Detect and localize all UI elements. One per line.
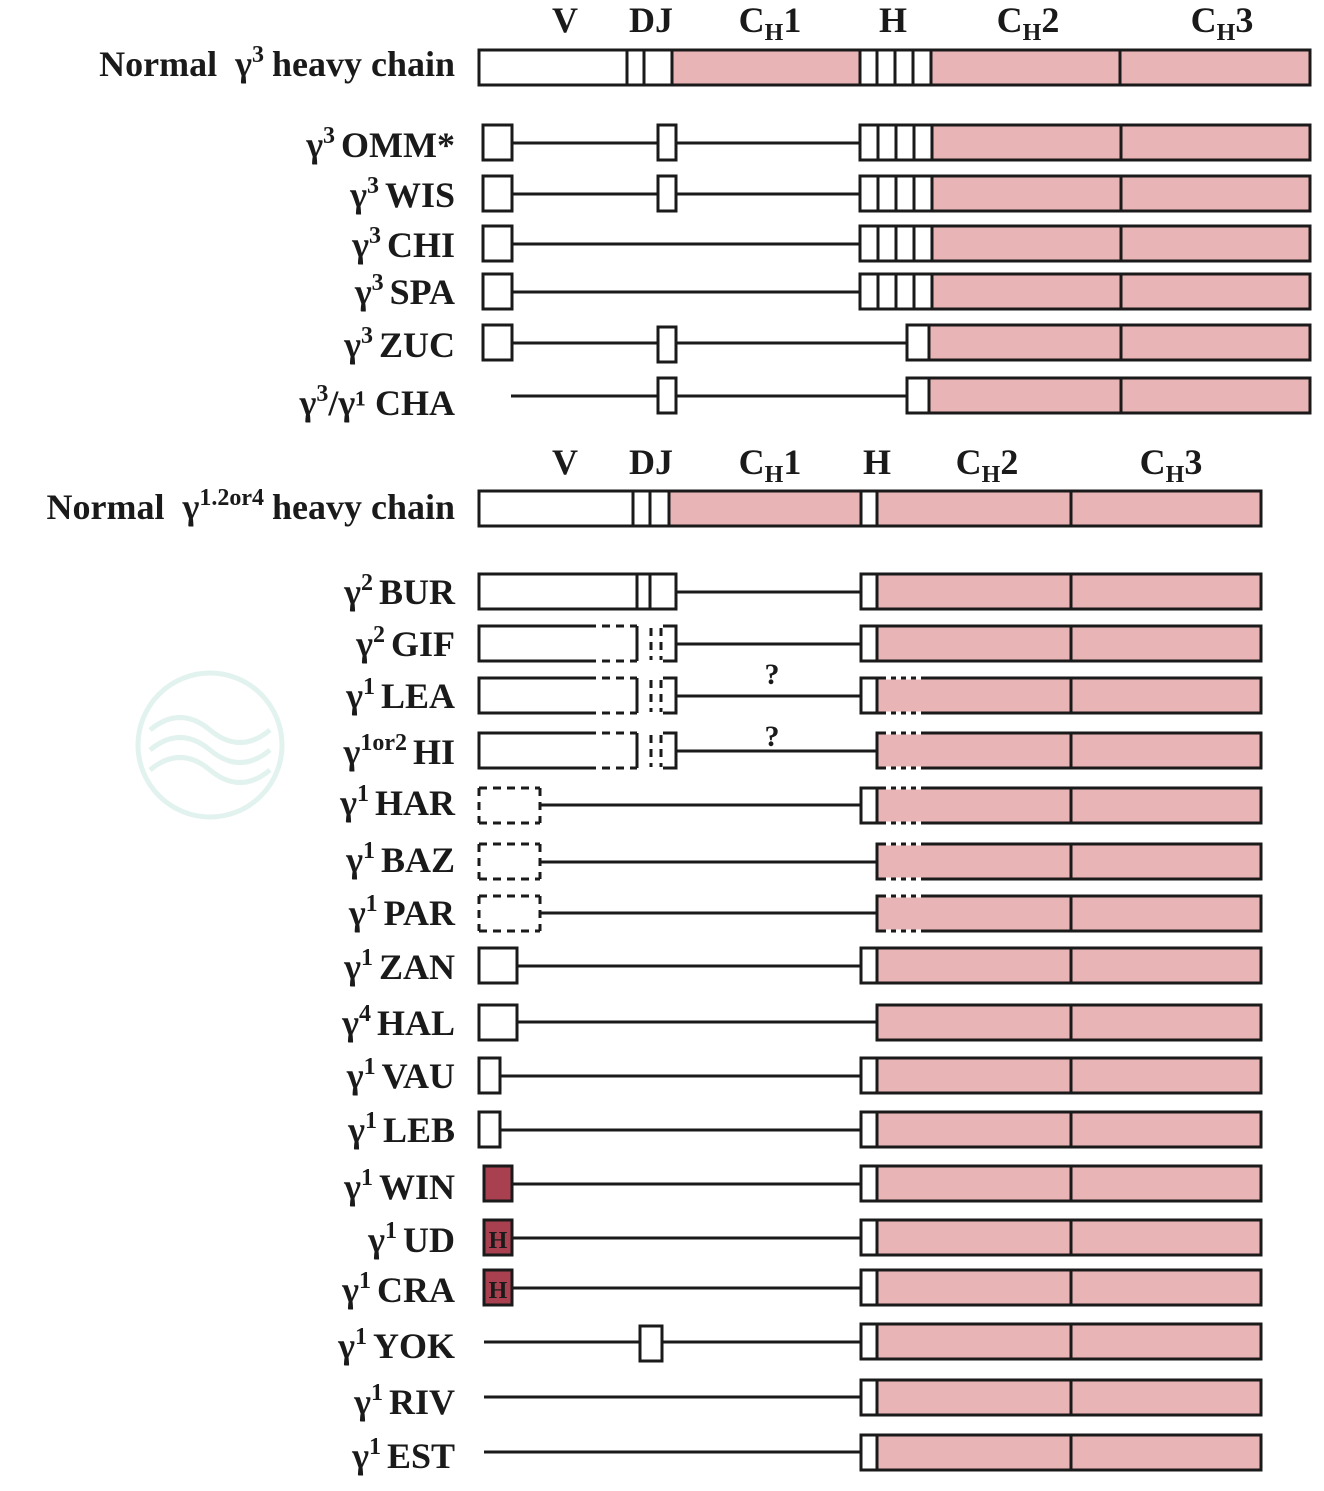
- row-label: γ1 VAU: [346, 1054, 455, 1096]
- row-label: γ2 BUR: [343, 570, 456, 612]
- header-ch3: CH3: [1140, 442, 1203, 488]
- row-label: γ2 GIF: [355, 622, 455, 664]
- row-label: γ1 CRA: [341, 1268, 455, 1310]
- question-mark: ?: [765, 720, 780, 753]
- row-label: γ1 BAZ: [345, 838, 455, 880]
- header-ch1: CH1: [739, 0, 802, 46]
- normal-gamma3-chain: [477, 48, 1312, 87]
- row-label: γ1 RIV: [353, 1380, 455, 1422]
- row-par: [477, 894, 1263, 933]
- header-ch1: CH1: [739, 442, 802, 488]
- row-riv: [484, 1378, 1263, 1417]
- row-wis: [481, 174, 1312, 213]
- header-dj: DJ: [629, 442, 673, 482]
- header-dj: DJ: [629, 0, 673, 40]
- header-h: H: [879, 0, 907, 40]
- row-cra: H: [482, 1268, 1263, 1307]
- row-yok: [484, 1322, 1263, 1363]
- row-spa: [481, 272, 1312, 311]
- row-omm: [481, 123, 1312, 162]
- row-vau: [477, 1056, 1263, 1095]
- row-label: γ3 ZUC: [343, 323, 455, 365]
- row-hal: [477, 1003, 1263, 1042]
- normal-gamma124-label: Normal γ1.2or4 heavy chain: [47, 485, 456, 527]
- row-est: [484, 1433, 1263, 1472]
- row-lea: [477, 676, 1263, 715]
- header-h: H: [863, 442, 891, 482]
- normal-gamma124-chain: [477, 489, 1263, 528]
- header-v: V: [552, 442, 578, 482]
- row-label: γ1 ZAN: [343, 945, 455, 987]
- section1-row-labels: γ3 OMM* γ3 WIS γ3 CHI γ3 SPA γ3 ZUC γ3/γ¹ CHA: [299, 123, 455, 423]
- section2-row-labels: γ2 BUR γ2 GIF γ1 LEA γ1or2 HI γ1 HAR γ1 BAZ γ1…: [337, 570, 456, 1476]
- row-label: γ3 WIS: [349, 173, 455, 215]
- header-ch2: CH2: [956, 442, 1019, 488]
- question-mark: ?: [765, 658, 780, 691]
- row-label: γ3 SPA: [354, 270, 455, 312]
- row-gif: [477, 624, 1263, 663]
- row-label: γ3/γ¹ CHA: [299, 381, 455, 423]
- row-label: γ1 WIN: [343, 1165, 455, 1207]
- row-zuc: [481, 323, 1312, 364]
- row-chi: [481, 224, 1312, 263]
- row-label: γ1 LEB: [347, 1108, 455, 1150]
- row-label: γ3 OMM*: [305, 123, 455, 165]
- row-label: γ1 HAR: [339, 781, 456, 823]
- row-label: γ1 UD: [367, 1218, 455, 1260]
- row-label: γ4 HAL: [341, 1001, 455, 1043]
- row-label: γ1 YOK: [337, 1324, 455, 1366]
- row-hi: [477, 731, 1263, 770]
- header-v: V: [552, 0, 578, 40]
- row-cha: [511, 376, 1312, 415]
- row-win: [482, 1164, 1263, 1203]
- header-ch3: CH3: [1191, 0, 1254, 46]
- normal-gamma3-label: Normal γ3 heavy chain: [99, 42, 455, 84]
- watermark: [135, 670, 285, 820]
- row-har: [477, 786, 1263, 825]
- row-label: γ1 PAR: [348, 891, 456, 933]
- row-label: γ3 CHI: [351, 223, 455, 265]
- section2-headers: V DJ CH1 H CH2 CH3: [552, 442, 1202, 488]
- row-bur: [477, 572, 1263, 611]
- hinge-letter: H: [489, 1278, 508, 1304]
- header-ch2: CH2: [997, 0, 1060, 46]
- row-leb: [477, 1110, 1263, 1149]
- row-label: γ1 EST: [351, 1434, 455, 1476]
- dotted-hinge-fades: [886, 676, 926, 933]
- row-ud: H: [482, 1218, 1263, 1257]
- row-baz: [477, 842, 1263, 881]
- row-zan: [477, 946, 1263, 985]
- hinge-letter: H: [489, 1228, 508, 1254]
- row-label: γ1or2 HI: [342, 730, 455, 772]
- row-label: γ1 LEA: [345, 674, 455, 716]
- section1-headers: V DJ CH1 H CH2 CH3: [552, 0, 1253, 46]
